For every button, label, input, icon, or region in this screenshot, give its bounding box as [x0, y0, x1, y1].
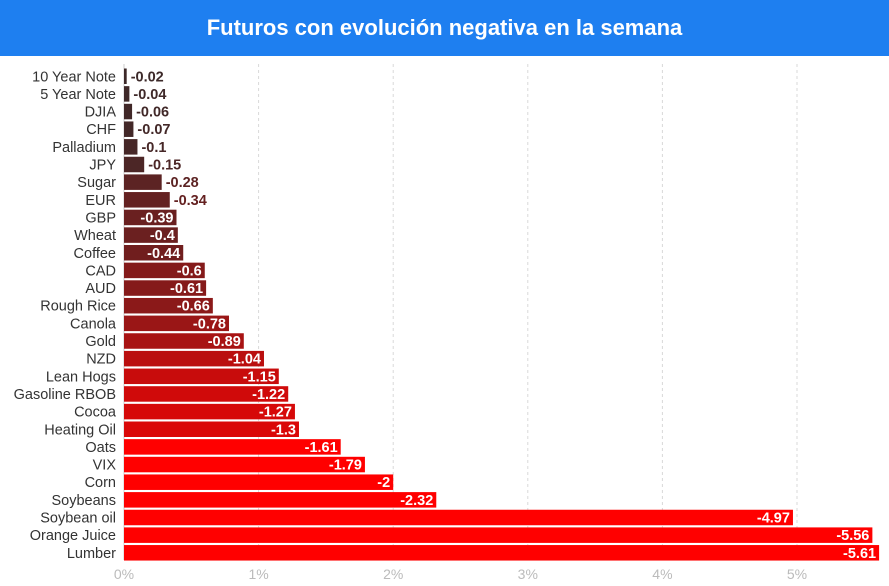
category-label: DJIA — [85, 105, 117, 121]
data-label: -1.3 — [271, 422, 296, 438]
category-label: AUD — [85, 281, 116, 297]
bar — [124, 545, 880, 561]
bar — [124, 174, 162, 190]
bar — [124, 527, 873, 543]
data-label: -0.6 — [177, 263, 202, 279]
bars — [124, 68, 880, 561]
bar — [124, 439, 341, 455]
data-label: -0.04 — [133, 87, 166, 103]
bar — [124, 386, 289, 402]
data-label: -2.32 — [400, 493, 433, 509]
bar — [124, 245, 184, 261]
category-label: JPY — [89, 158, 116, 174]
bar — [124, 474, 394, 490]
data-label: -0.15 — [148, 158, 181, 174]
category-label: 10 Year Note — [32, 69, 116, 85]
data-label: -4.97 — [757, 511, 790, 527]
chart-title: Futuros con evolución negativa en la sem… — [206, 15, 683, 40]
category-label: Wheat — [74, 228, 116, 244]
category-label: CHF — [86, 122, 116, 138]
category-label: Gold — [85, 334, 116, 350]
category-label: Corn — [85, 475, 116, 491]
bar — [124, 156, 145, 173]
bar — [124, 227, 178, 243]
category-label: Soybean oil — [40, 511, 116, 527]
data-label: -0.66 — [177, 299, 210, 315]
data-label: -0.07 — [137, 122, 170, 138]
category-label: VIX — [93, 458, 117, 474]
bar — [124, 192, 170, 208]
bar — [124, 421, 299, 437]
x-tick-label: 5% — [787, 566, 807, 582]
data-label: -5.56 — [836, 528, 869, 544]
data-label: -0.78 — [193, 316, 226, 332]
category-label: Lumber — [67, 546, 116, 562]
category-label: NZD — [86, 352, 116, 368]
bar — [124, 456, 365, 473]
data-label: -0.39 — [140, 210, 173, 226]
x-tick-label: 0% — [114, 566, 134, 582]
bar — [124, 333, 244, 349]
bar — [124, 368, 279, 385]
data-label: -5.61 — [843, 546, 876, 562]
data-label: -1.22 — [252, 387, 285, 403]
bar — [124, 350, 264, 367]
data-label: -0.34 — [174, 193, 207, 209]
data-label: -0.44 — [147, 246, 180, 262]
bar — [124, 86, 130, 102]
category-label: 5 Year Note — [40, 87, 116, 103]
category-label: Rough Rice — [40, 299, 116, 315]
category-label: Coffee — [74, 246, 116, 262]
data-label: -1.61 — [305, 440, 338, 456]
category-label: Canola — [70, 316, 117, 332]
category-label: Lean Hogs — [46, 369, 116, 385]
category-label: Cocoa — [74, 405, 117, 421]
data-label: -1.04 — [228, 352, 261, 368]
data-label: -0.1 — [141, 140, 166, 156]
data-label: -0.06 — [136, 105, 169, 121]
category-label: Orange Juice — [30, 528, 116, 544]
bar — [124, 280, 207, 296]
x-axis-ticks: 0% 1% 2% 3% 4% 5% — [114, 566, 807, 582]
data-label: -0.28 — [166, 175, 199, 191]
category-label: Sugar — [77, 175, 116, 191]
bar — [124, 139, 138, 155]
data-label: -1.27 — [259, 405, 292, 421]
bar — [124, 509, 793, 526]
bar — [124, 315, 229, 332]
bar — [124, 262, 205, 279]
category-label: EUR — [85, 193, 116, 209]
x-tick-label: 1% — [248, 566, 268, 582]
bar — [124, 403, 295, 420]
data-label: -1.79 — [329, 458, 362, 474]
category-label: Soybeans — [52, 493, 117, 509]
category-label: GBP — [85, 210, 116, 226]
value-labels: -0.02-0.04-0.06-0.07-0.1-0.15-0.28-0.34-… — [131, 69, 876, 562]
chart-header: Futuros con evolución negativa en la sem… — [0, 0, 889, 56]
category-label: Oats — [85, 440, 116, 456]
data-label: -0.61 — [170, 281, 203, 297]
data-label: -2 — [377, 475, 390, 491]
category-label: Gasoline RBOB — [14, 387, 116, 403]
category-label: Heating Oil — [44, 422, 116, 438]
bar — [124, 209, 177, 226]
data-label: -0.4 — [150, 228, 175, 244]
data-label: -0.02 — [131, 69, 164, 85]
data-label: -0.89 — [208, 334, 241, 350]
x-tick-label: 3% — [518, 566, 538, 582]
x-tick-label: 4% — [652, 566, 672, 582]
bar — [124, 103, 133, 120]
bar — [124, 492, 437, 508]
data-label: -1.15 — [243, 369, 276, 385]
bar — [124, 68, 127, 84]
bar — [124, 121, 134, 137]
category-label: Palladium — [52, 140, 116, 156]
bar — [124, 297, 213, 314]
x-tick-label: 2% — [383, 566, 403, 582]
category-label: CAD — [85, 263, 116, 279]
